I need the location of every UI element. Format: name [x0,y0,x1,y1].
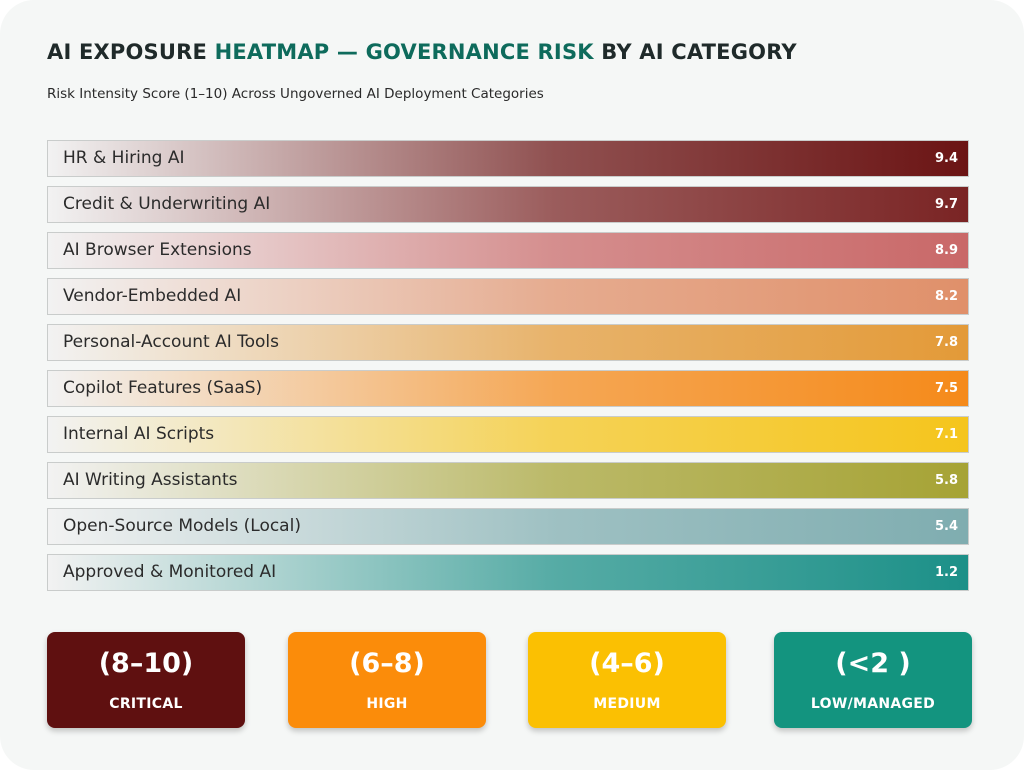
bar-value-label: 8.9 [934,243,958,258]
bar-row: Credit & Underwriting AI 9.7 [47,186,969,223]
legend-label: CRITICAL [109,696,183,712]
bar-category-label: HR & Hiring AI [63,148,185,168]
bar-value-label: 5.8 [934,473,958,488]
bar-category-label: Open-Source Models (Local) [63,516,301,536]
legend-item: (<2 ) LOW/MANAGED [774,632,972,728]
bar-value-label: 7.8 [934,335,958,350]
bar-category-label: Personal-Account AI Tools [63,332,279,352]
legend-label: HIGH [366,696,408,712]
chart-subtitle: Risk Intensity Score (1–10) Across Ungov… [47,86,544,102]
bar-row: Internal AI Scripts 7.1 [47,416,969,453]
legend-item: (4–6) MEDIUM [528,632,726,728]
chart-title-part2: BY AI CATEGORY [593,40,797,64]
legend-item: (6–8) HIGH [288,632,486,728]
bar-category-label: Vendor-Embedded AI [63,286,242,306]
bar-row: Copilot Features (SaaS) 7.5 [47,370,969,407]
bar-row: Approved & Monitored AI 1.2 [47,554,969,591]
legend-label: MEDIUM [593,696,661,712]
legend-item: (8–10) CRITICAL [47,632,245,728]
bar-category-label: AI Browser Extensions [63,240,252,260]
bar-category-label: Credit & Underwriting AI [63,194,271,214]
bar-value-label: 1.2 [934,565,958,580]
bar-value-label: 7.1 [934,427,958,442]
bar-value-label: 9.7 [934,197,958,212]
bar-row: Open-Source Models (Local) 5.4 [47,508,969,545]
bar-row: AI Browser Extensions 8.9 [47,232,969,269]
bar-row: Personal-Account AI Tools 7.8 [47,324,969,361]
bar-value-label: 7.5 [934,381,958,396]
bar-category-label: Internal AI Scripts [63,424,215,444]
legend-range: (6–8) [349,648,425,679]
bar-category-label: Approved & Monitored AI [63,562,277,582]
legend-range: (<2 ) [835,648,911,679]
legend-range: (4–6) [589,648,665,679]
legend-range: (8–10) [98,648,194,679]
bar-value-label: 8.2 [934,289,958,304]
bar-row: AI Writing Assistants 5.8 [47,462,969,499]
chart-title-part1: AI EXPOSURE [47,40,215,64]
bar-row: HR & Hiring AI 9.4 [47,140,969,177]
legend-label: LOW/MANAGED [810,696,936,712]
chart-title: AI EXPOSURE HEATMAP — GOVERNANCE RISK BY… [47,40,797,64]
bar-value-label: 9.4 [934,151,958,166]
chart-title-highlight: HEATMAP — GOVERNANCE RISK [214,40,594,64]
risk-legend: (8–10) CRITICAL (6–8) HIGH (4–6) MEDIUM (<2 ) L… [47,632,973,728]
bar-category-label: AI Writing Assistants [63,470,238,490]
bar-row: Vendor-Embedded AI 8.2 [47,278,969,315]
bar-value-label: 5.4 [934,519,958,534]
bar-category-label: Copilot Features (SaaS) [63,378,263,398]
